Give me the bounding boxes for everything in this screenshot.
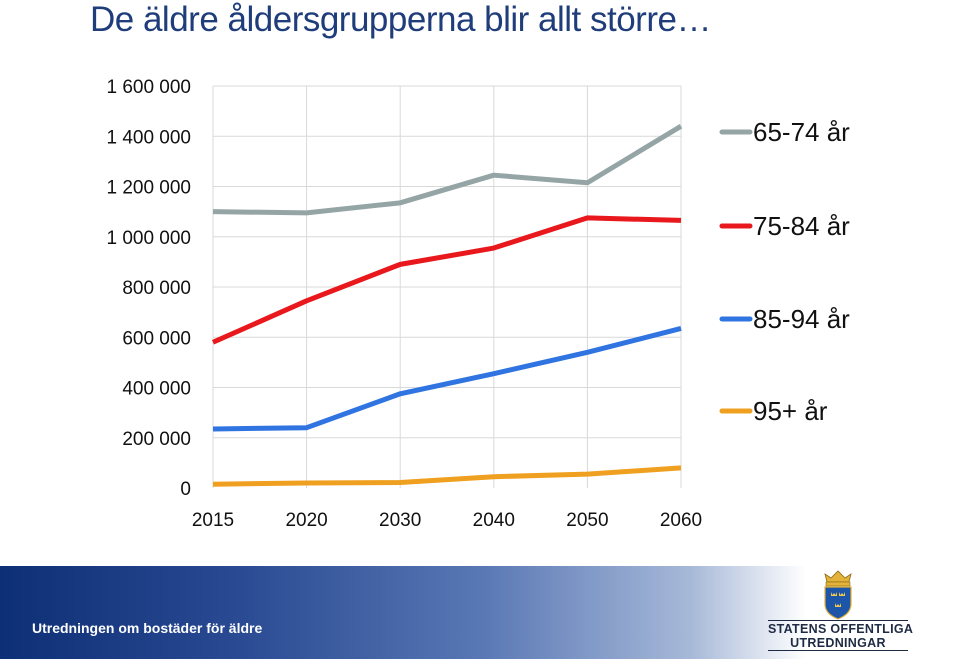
- chart-series: [211, 124, 683, 487]
- line-chart: 0 200 000 400 000 600 000 800 000 1 000 000 1 …: [106, 77, 850, 531]
- crown-shield-icon: [824, 570, 852, 620]
- y-tick-label: 400 000: [122, 379, 191, 400]
- x-tick-label: 2060: [660, 510, 702, 531]
- y-tick-label: 1 400 000: [106, 127, 191, 148]
- x-tick-label: 2020: [285, 510, 327, 531]
- y-tick-label: 800 000: [122, 278, 191, 299]
- legend-entry: 65-74 år: [719, 117, 850, 147]
- series-line: [212, 465, 682, 487]
- legend-label: 95+ år: [753, 396, 828, 426]
- series-line: [211, 215, 682, 345]
- y-tick-label: 1 000 000: [106, 228, 191, 249]
- logo-text-line1: STATENS OFFENTLIGA: [768, 622, 914, 636]
- y-tick-label: 1 200 000: [106, 178, 191, 199]
- y-tick-label: 0: [180, 479, 191, 500]
- x-tick-label: 2015: [192, 510, 234, 531]
- series-4: [212, 465, 682, 487]
- series-1: [212, 124, 683, 216]
- x-tick-label: 2040: [473, 510, 515, 531]
- footer-text: Utredningen om bostäder för äldre: [32, 620, 263, 636]
- series-2: [211, 215, 682, 345]
- legend-entry: 95+ år: [719, 396, 828, 426]
- y-tick-label: 600 000: [122, 328, 191, 349]
- legend-entry: 75-84 år: [719, 211, 850, 241]
- legend-label: 85-94 år: [753, 304, 850, 334]
- series-line: [212, 326, 682, 432]
- x-tick-label: 2050: [566, 510, 608, 531]
- y-tick-label: 1 600 000: [106, 77, 191, 98]
- logo-rule-top: [768, 620, 908, 621]
- series-line: [212, 124, 683, 216]
- footer-bar: Utredningen om bostäder för äldre STATEN…: [0, 566, 960, 659]
- series-3: [212, 326, 682, 432]
- sou-logo: STATENS OFFENTLIGA UTREDNINGAR: [768, 570, 914, 656]
- legend-label: 75-84 år: [753, 211, 850, 241]
- chart-grid: [212, 85, 682, 488]
- x-tick-label: 2030: [379, 510, 421, 531]
- logo-text-line2: UTREDNINGAR: [790, 636, 886, 650]
- chart-legend: 65-74 år 75-84 år 85-94 år 95+ år: [719, 117, 850, 426]
- x-axis-tick-labels: 2015 2020 2030 2040 2050 2060: [192, 510, 702, 531]
- legend-entry: 85-94 år: [719, 304, 850, 334]
- y-tick-label: 200 000: [122, 429, 191, 450]
- legend-label: 65-74 år: [753, 117, 850, 147]
- slide-title: De äldre åldersgrupperna blir allt störr…: [90, 0, 711, 39]
- logo-rule-bottom: [768, 650, 908, 651]
- y-axis-tick-labels: 0 200 000 400 000 600 000 800 000 1 000 000 1 …: [106, 77, 191, 500]
